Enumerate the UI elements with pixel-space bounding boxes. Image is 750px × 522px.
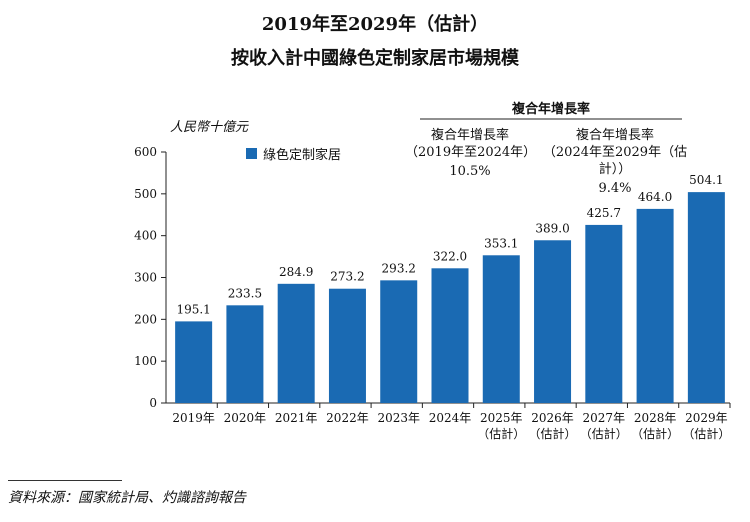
y-tick-label: 500 [134,187,157,201]
cagr-period: （2019年至2024年） [405,145,537,160]
x-tick-label: （估計） [631,426,679,441]
bar-value-label: 293.2 [382,261,416,275]
legend-label: 綠色定制家居 [263,148,342,163]
cagr-label: 複合年增長率 [430,128,509,143]
bar-value-label: 353.1 [484,236,518,250]
x-tick-label: 2027年 [583,411,626,425]
bar [534,240,572,403]
bar [585,224,623,403]
bar-value-label: 504.1 [689,173,723,187]
bar [175,321,213,403]
bar-value-label: 284.9 [279,265,313,279]
bar-value-label: 273.2 [330,270,364,284]
x-tick-label: （估計） [580,426,628,441]
bar [482,255,520,403]
chart-title-line2: 按收入計中國綠色定制家居市場規模 [231,48,519,69]
x-tick-label: 2029年 [685,411,728,425]
source-divider [8,480,122,481]
cagr-label: 複合年增長率 [575,128,654,143]
bar [636,208,674,403]
x-tick-label: 2020年 [224,411,267,425]
y-tick-label: 300 [134,271,157,285]
y-tick-label: 400 [134,229,157,243]
legend-swatch [246,148,257,159]
y-tick-label: 100 [134,354,157,368]
y-tick-label: 0 [149,396,157,410]
bar-value-label: 233.5 [228,286,262,300]
x-tick-label: 2028年 [634,411,677,425]
y-tick-label: 600 [134,145,157,159]
bar [431,268,469,403]
bar [226,305,264,403]
x-tick-label: 2022年 [326,411,369,425]
bar-value-label: 464.0 [638,190,672,204]
bar [687,192,725,403]
x-tick-label: 2023年 [377,411,420,425]
bar [277,283,315,403]
bar [380,280,418,403]
x-tick-label: 2021年 [275,411,318,425]
source-note: 資料來源：國家統計局、灼識諮詢報告 [8,490,246,506]
bar-value-label: 389.0 [535,221,569,235]
x-tick-label: （估計） [477,426,525,441]
x-tick-label: 2024年 [429,411,472,425]
bar [328,288,366,403]
bar-value-label: 195.1 [176,302,210,316]
chart-title-line1: 2019年至2029年（估計） [261,14,489,35]
cagr-value: 9.4% [598,181,632,196]
bar-value-label: 425.7 [587,206,621,220]
cagr-2024-2029: 複合年增長率 （2024年至2029年（估計）） 9.4% [535,127,695,197]
cagr-2019-2024: 複合年增長率 （2019年至2024年） 10.5% [405,127,537,180]
x-tick-label: （估計） [682,426,730,441]
y-axis-unit-label: 人民幣十億元 [170,120,249,135]
cagr-value: 10.5% [449,164,491,179]
x-tick-label: 2025年 [480,411,523,425]
x-tick-label: （估計） [529,426,577,441]
y-tick-label: 200 [134,312,157,326]
legend: 綠色定制家居 [246,144,341,163]
x-tick-label: 2026年 [531,411,574,425]
cagr-heading: 複合年增長率 [511,102,590,117]
bar-value-label: 322.0 [433,249,467,263]
x-tick-label: 2019年 [172,411,215,425]
cagr-period: （2024年至2029年（估計）） [542,145,688,177]
